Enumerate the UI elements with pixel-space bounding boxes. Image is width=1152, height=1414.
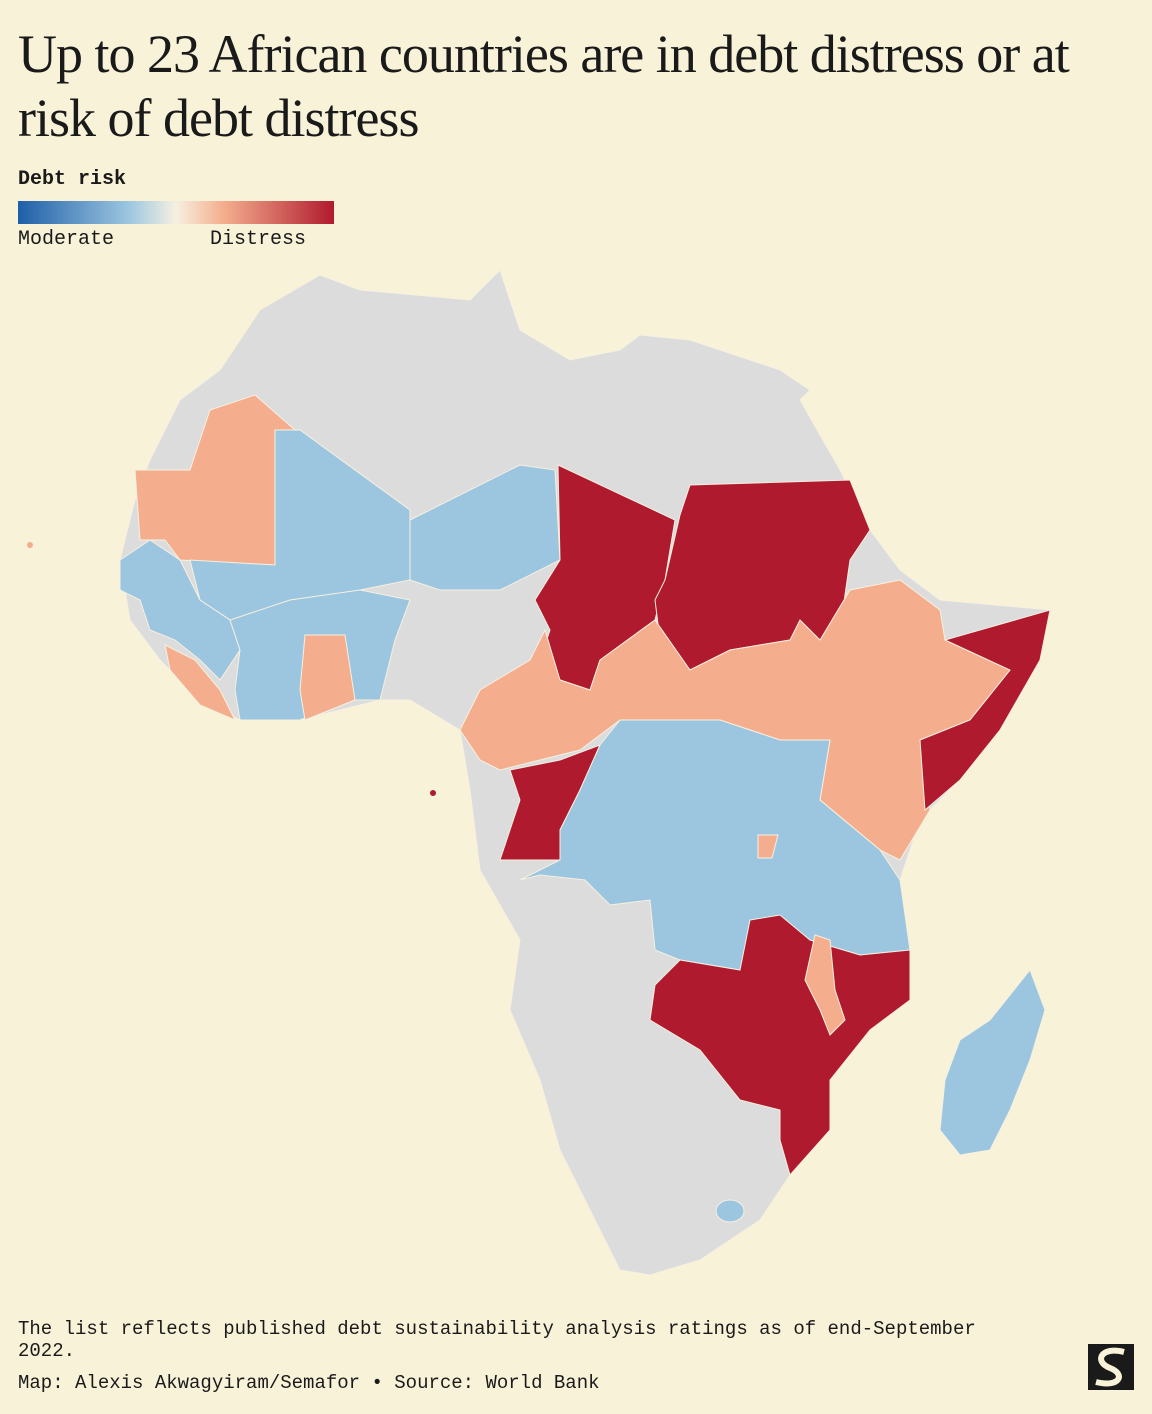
- madagascar: [939, 969, 1046, 1156]
- title: Up to 23 African countries are in debt d…: [18, 24, 1070, 148]
- countries: [27, 394, 1051, 1223]
- legend-low-label: Moderate: [18, 228, 115, 251]
- cabo-verde: [27, 542, 33, 548]
- malawi: [804, 934, 846, 1036]
- burundi: [757, 834, 779, 859]
- legend-title: Debt risk: [18, 168, 127, 191]
- senegal-guinea: [119, 539, 241, 681]
- mauritania: [134, 394, 297, 566]
- credit: Map: Alexis Akwagyiram/Semafor • Source:…: [18, 1372, 600, 1394]
- legend-high-label: Distress: [210, 228, 307, 251]
- sierra-leone-liberia: [164, 644, 237, 721]
- logo-mark: [1095, 1347, 1125, 1387]
- niger: [409, 464, 561, 591]
- footnote: The list reflects published debt sustain…: [18, 1318, 976, 1362]
- southern-distress: [649, 914, 911, 1177]
- somalia: [919, 609, 1051, 812]
- legend-gradient: [18, 201, 334, 224]
- publisher-logo: [1088, 1344, 1134, 1390]
- lesotho: [715, 1199, 745, 1223]
- sao-tome: [430, 790, 436, 796]
- ghana: [299, 634, 356, 721]
